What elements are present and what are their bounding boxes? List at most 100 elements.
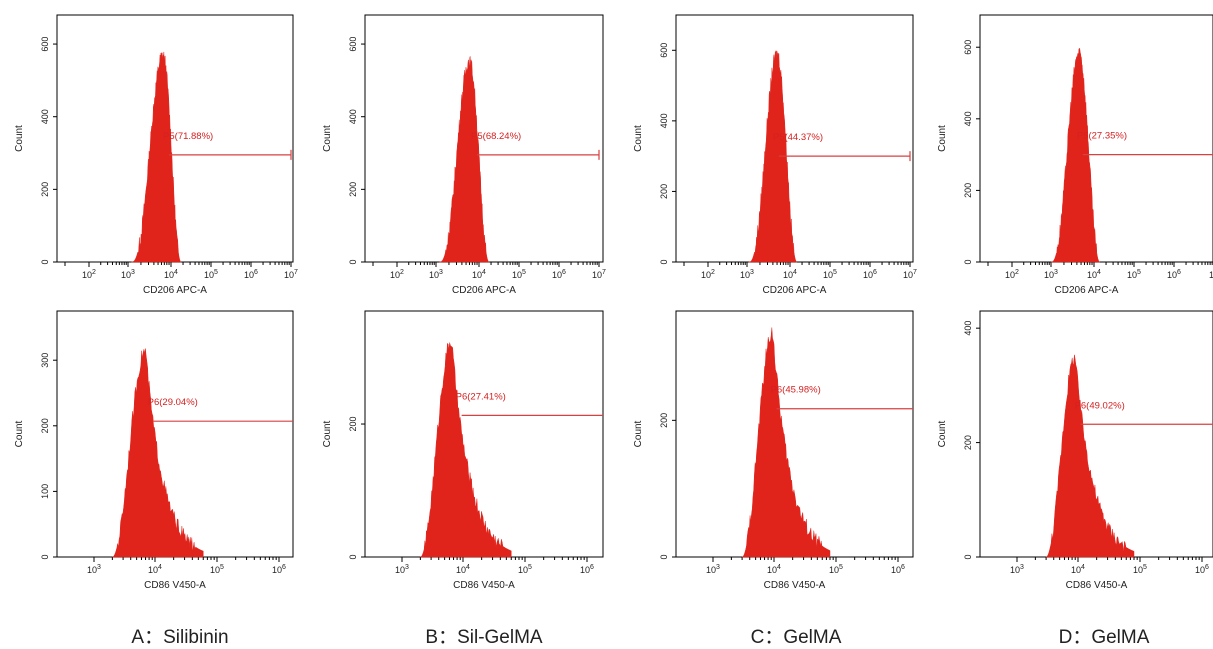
panel-a-cd86: 0 100 200 300 Count 103 104 105 106 CD86 V450-A P6…	[14, 310, 294, 591]
x-tick-label: 102	[82, 269, 96, 280]
y-axis-title: Count	[14, 420, 25, 447]
plot-frame	[364, 310, 604, 558]
x-tick-label: 10	[1209, 270, 1213, 280]
y-tick-label: 0	[348, 554, 358, 559]
x-tick-label: 102	[701, 269, 715, 280]
x-tick-label: 103	[1044, 269, 1058, 280]
y-tick-label: 200	[348, 182, 358, 197]
gate-label: P5(27.35%)	[1077, 131, 1127, 142]
histogram-fill	[742, 327, 831, 558]
y-axis-title: Count	[633, 125, 644, 152]
panel-c-cd206: 0 200 400 600 Count 102 103 104 105 106 107 CD206 A…	[633, 14, 917, 296]
x-tick-label: 106	[552, 269, 566, 280]
x-axis-title: CD86 V450-A	[453, 580, 515, 591]
x-tick-label: 103	[740, 269, 754, 280]
x-tick-label: 102	[1005, 269, 1019, 280]
histogram-fill	[439, 56, 490, 263]
gate-label: P5(44.37%)	[773, 132, 823, 143]
y-tick-label: 0	[40, 554, 50, 559]
x-axis-title: CD206 APC-A	[763, 285, 827, 296]
y-axis-title: Count	[322, 420, 333, 447]
y-tick-label: 200	[659, 184, 669, 199]
x-axis-title: CD206 APC-A	[1055, 285, 1119, 296]
y-tick-label: 300	[40, 353, 50, 368]
x-tick-label: 104	[148, 564, 162, 575]
x-tick-label: 106	[863, 269, 877, 280]
y-tick-label: 0	[659, 554, 669, 559]
x-tick-label: 103	[87, 564, 101, 575]
gate-label: P6(29.04%)	[148, 397, 198, 408]
x-tick-label: 105	[204, 269, 218, 280]
y-axis-title: Count	[633, 420, 644, 447]
x-tick-label: 104	[456, 564, 470, 575]
x-tick-label: 103	[121, 269, 135, 280]
x-tick-label: 103	[429, 269, 443, 280]
panel-b-cd86: 0 200 Count 103 104 105 106 CD86 V450-A P6(27.41…	[322, 310, 604, 591]
y-tick-label: 600	[40, 37, 50, 52]
y-tick-label: 0	[963, 259, 973, 264]
histogram-fill	[131, 51, 182, 263]
y-tick-label: 400	[40, 109, 50, 124]
gate-label: P6(49.02%)	[1075, 400, 1125, 411]
x-tick-label: 106	[1195, 564, 1209, 575]
x-axis-title: CD86 V450-A	[1066, 580, 1128, 591]
y-tick-label: 600	[963, 40, 973, 55]
x-tick-label: 105	[823, 269, 837, 280]
panel-a-cd206: 0 200 400 600 Count 102 103 104 105 106 107 CD206 A…	[14, 14, 298, 296]
y-axis-title: Count	[937, 420, 948, 447]
panel-d-cd206: 0 200 400 600 Count 102 103 104 105 106 10 CD206 AP…	[937, 14, 1213, 296]
y-tick-label: 400	[963, 321, 973, 336]
x-tick-label: 102	[390, 269, 404, 280]
gate-label: P6(27.41%)	[456, 391, 506, 402]
x-tick-label: 106	[244, 269, 258, 280]
x-tick-label: 103	[706, 564, 720, 575]
histogram-fill	[1050, 48, 1100, 263]
x-tick-label: 104	[472, 269, 486, 280]
x-tick-label: 104	[1071, 564, 1085, 575]
x-tick-label: 106	[891, 564, 905, 575]
x-tick-label: 105	[210, 564, 224, 575]
x-tick-label: 106	[272, 564, 286, 575]
x-tick-label: 107	[592, 269, 606, 280]
histogram-fill	[1046, 354, 1135, 558]
x-axis-title: CD206 APC-A	[452, 285, 516, 296]
y-tick-label: 200	[348, 417, 358, 432]
x-tick-label: 107	[903, 269, 917, 280]
x-tick-label: 105	[1133, 564, 1147, 575]
x-tick-label: 104	[783, 269, 797, 280]
x-axis-title: CD86 V450-A	[764, 580, 826, 591]
x-tick-label: 104	[164, 269, 178, 280]
y-axis-title: Count	[322, 125, 333, 152]
x-axis-title: CD206 APC-A	[143, 285, 207, 296]
panel-b-cd206: 0 200 400 600 Count 102 103 104 105 106 107 CD206 A…	[322, 14, 606, 296]
x-tick-label: 104	[1087, 269, 1101, 280]
x-tick-label: 105	[518, 564, 532, 575]
x-tick-label: 105	[829, 564, 843, 575]
y-tick-label: 0	[659, 259, 669, 264]
gate-label: P5(68.24%)	[471, 131, 521, 142]
x-tick-label: 105	[512, 269, 526, 280]
x-tick-label: 103	[395, 564, 409, 575]
y-tick-label: 200	[963, 435, 973, 450]
panel-d-cd86: 0 200 400 Count 103 104 105 106 CD86 V450-A P6(49…	[937, 310, 1213, 591]
histogram-fill	[112, 348, 204, 558]
y-tick-label: 0	[348, 259, 358, 264]
x-tick-label: 106	[1167, 269, 1181, 280]
y-tick-label: 100	[40, 484, 50, 499]
x-tick-label: 106	[580, 564, 594, 575]
y-axis-title: Count	[937, 125, 948, 152]
y-tick-label: 600	[659, 43, 669, 58]
y-tick-label: 0	[963, 554, 973, 559]
x-tick-label: 104	[767, 564, 781, 575]
x-tick-label: 107	[284, 269, 298, 280]
y-tick-label: 200	[963, 183, 973, 198]
caption-a: A：Silibinin	[131, 627, 229, 648]
y-tick-label: 0	[40, 259, 50, 264]
histogram-fill	[420, 342, 512, 558]
y-axis-title: Count	[14, 125, 25, 152]
y-tick-label: 600	[348, 37, 358, 52]
y-tick-label: 200	[40, 182, 50, 197]
caption-c: C：GelMA	[750, 627, 842, 648]
y-tick-label: 400	[348, 109, 358, 124]
